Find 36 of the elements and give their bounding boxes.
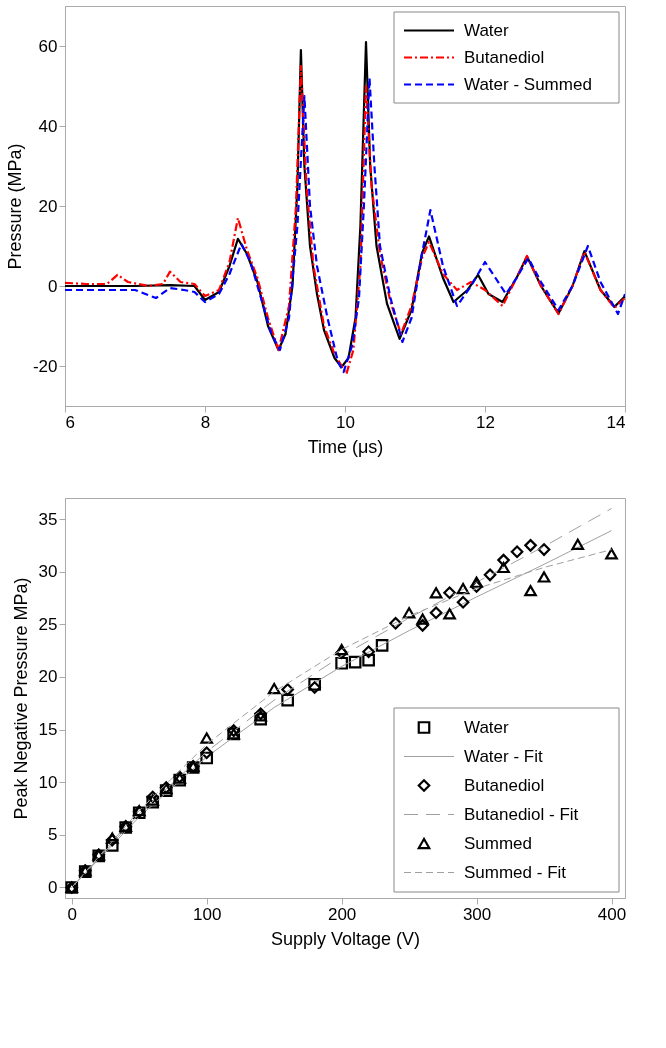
legend-label: Butanediol - Fit xyxy=(464,804,579,824)
legend-label: Water xyxy=(464,717,510,737)
y-tick-label: 20 xyxy=(38,196,58,216)
x-tick-label: 400 xyxy=(597,904,627,924)
y-tick-label: 0 xyxy=(48,877,58,897)
y-tick-label: -20 xyxy=(32,356,58,376)
legend-label: Butanediol xyxy=(464,47,545,67)
y-axis-title: Pressure (MPa) xyxy=(4,143,25,270)
y-tick-label: 35 xyxy=(38,509,58,529)
legend-label: Summed - Fit xyxy=(464,862,567,882)
legend-label: Water xyxy=(464,20,510,40)
x-tick-label: 12 xyxy=(476,412,495,432)
x-axis-title: Time (μs) xyxy=(307,436,384,457)
y-tick-label: 60 xyxy=(38,36,58,56)
y-tick-label: 40 xyxy=(38,116,58,136)
x-tick-label: 8 xyxy=(200,412,211,432)
x-tick-label: 10 xyxy=(336,412,355,432)
x-tick-label: 300 xyxy=(462,904,492,924)
y-tick-label: 15 xyxy=(38,720,58,740)
x-tick-label: 14 xyxy=(606,412,626,432)
y-tick-label: 25 xyxy=(38,614,58,634)
y-tick-label: 10 xyxy=(38,772,58,792)
x-tick-label: 6 xyxy=(65,412,75,432)
x-tick-label: 200 xyxy=(327,904,357,924)
y-tick-label: 5 xyxy=(48,825,58,845)
legend-label: Butanediol xyxy=(464,775,545,795)
legend-label: Water - Fit xyxy=(464,746,543,766)
legend-label: Water - Summed xyxy=(464,74,592,94)
y-tick-label: 20 xyxy=(38,667,58,687)
y-tick-label: 30 xyxy=(38,562,58,582)
x-tick-label: 0 xyxy=(67,904,77,924)
y-tick-label: 0 xyxy=(48,276,58,296)
x-axis-title: Supply Voltage (V) xyxy=(270,928,421,949)
y-axis-title: Peak Negative Pressure MPa) xyxy=(10,577,31,820)
legend-label: Summed xyxy=(464,833,533,853)
x-tick-label: 100 xyxy=(193,904,222,924)
